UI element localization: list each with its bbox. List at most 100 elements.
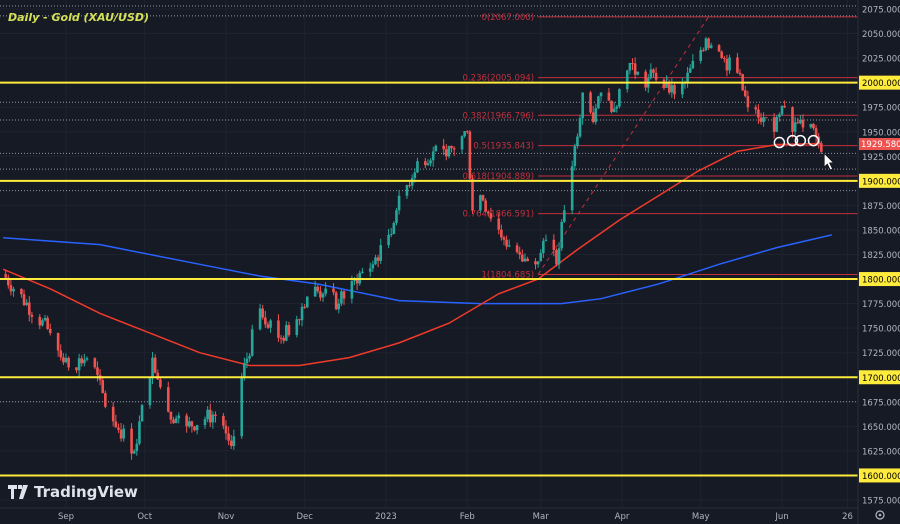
candle-body bbox=[783, 105, 786, 108]
candle-body bbox=[688, 68, 692, 73]
candle-body bbox=[759, 117, 763, 122]
time-tick-label: Jun bbox=[774, 512, 788, 522]
candle-body bbox=[85, 358, 89, 360]
candle-body bbox=[631, 63, 634, 65]
price-level-badge bbox=[859, 75, 900, 90]
candle-body bbox=[707, 38, 710, 48]
candle-body bbox=[539, 253, 543, 262]
settings-gear-icon[interactable] bbox=[875, 510, 885, 520]
candle-body bbox=[166, 387, 170, 412]
candle-body bbox=[699, 50, 702, 61]
candle-body bbox=[300, 306, 304, 321]
candle-body bbox=[812, 123, 815, 129]
candle-body bbox=[232, 436, 236, 446]
chart-title: Daily - Gold (XAU/USD) bbox=[8, 11, 150, 24]
candle-body bbox=[140, 405, 144, 422]
candle-body bbox=[471, 178, 474, 211]
price-level-badge bbox=[859, 272, 900, 287]
candle-body bbox=[313, 286, 317, 297]
candle-body bbox=[791, 107, 794, 132]
candle-body bbox=[43, 317, 47, 321]
candle-body bbox=[361, 271, 364, 273]
price-tick-label: 1800.000 bbox=[862, 276, 900, 286]
candle-body bbox=[324, 288, 327, 294]
candle-body bbox=[702, 50, 705, 52]
time-tick-label: Mar bbox=[533, 512, 550, 522]
candle-body bbox=[342, 291, 346, 299]
price-tick-label: 2075.000 bbox=[862, 6, 900, 16]
fib-level-label: 0(2067.000) bbox=[481, 13, 534, 23]
candle-body bbox=[814, 128, 818, 137]
candle-body bbox=[243, 362, 246, 378]
candle-body bbox=[484, 200, 487, 212]
price-tick-label: 1925.000 bbox=[862, 153, 900, 163]
candle-body bbox=[468, 131, 472, 179]
candle-body bbox=[507, 245, 511, 247]
candle-body bbox=[709, 45, 713, 48]
candle-body bbox=[607, 92, 611, 101]
price-level-badge bbox=[859, 370, 900, 385]
mouse-cursor-icon bbox=[824, 153, 834, 171]
candle-body bbox=[138, 421, 141, 444]
price-tick-label: 2025.000 bbox=[862, 55, 900, 65]
candle-body bbox=[447, 145, 451, 157]
candle-body bbox=[285, 325, 288, 341]
candle-body bbox=[636, 71, 640, 75]
candle-body bbox=[132, 450, 136, 454]
candle-body bbox=[240, 377, 244, 437]
candle-body bbox=[355, 279, 359, 284]
candle-body bbox=[465, 131, 469, 133]
candle-body bbox=[667, 81, 671, 93]
price-tick-label: 2050.000 bbox=[862, 30, 900, 40]
candle-body bbox=[542, 240, 545, 254]
candle-body bbox=[612, 108, 616, 113]
fib-level-label: 0.618(1904.889) bbox=[463, 172, 535, 182]
touch-circle-marker bbox=[794, 134, 807, 147]
candle-body bbox=[177, 415, 181, 419]
candle-body bbox=[615, 106, 619, 109]
candle-body bbox=[463, 131, 466, 137]
candle-body bbox=[101, 380, 105, 394]
candle-body bbox=[83, 359, 86, 364]
candle-body bbox=[12, 288, 15, 292]
candle-body bbox=[111, 406, 115, 422]
last-price-badge bbox=[859, 138, 900, 151]
candle-body bbox=[429, 160, 432, 164]
candle-body bbox=[248, 355, 251, 359]
candle-body bbox=[599, 92, 603, 97]
candle-body bbox=[578, 118, 582, 137]
candle-body bbox=[738, 72, 742, 75]
candle-body bbox=[515, 245, 519, 253]
candle-body bbox=[450, 145, 453, 149]
candle-body bbox=[334, 292, 338, 310]
candle-body bbox=[523, 258, 527, 262]
candle-body bbox=[41, 320, 44, 326]
candle-body bbox=[316, 286, 320, 292]
candle-body bbox=[775, 117, 779, 132]
candle-body bbox=[481, 195, 485, 201]
candle-body bbox=[536, 261, 540, 265]
candle-body bbox=[610, 100, 613, 113]
candle-body bbox=[27, 302, 31, 315]
candle-body bbox=[746, 96, 750, 108]
candle-body bbox=[371, 264, 375, 269]
ma-100-line bbox=[2, 142, 822, 367]
candle-body bbox=[681, 83, 684, 95]
candle-body bbox=[654, 72, 658, 80]
candle-body bbox=[368, 268, 372, 272]
time-tick-label: 2023 bbox=[375, 512, 397, 522]
candle-body bbox=[723, 58, 726, 60]
candle-body bbox=[486, 211, 490, 214]
fib-level-label: 0.236(2005.094) bbox=[463, 74, 535, 84]
candle-body bbox=[594, 108, 598, 122]
candle-body bbox=[581, 92, 584, 119]
candle-body bbox=[190, 421, 194, 427]
candle-body bbox=[799, 119, 802, 124]
candle-body bbox=[298, 319, 301, 321]
candle-body bbox=[9, 285, 13, 292]
candle-body bbox=[148, 378, 152, 406]
fib-level-label: 0.5(1935.843) bbox=[473, 142, 534, 152]
candle-body bbox=[258, 308, 262, 330]
candle-body bbox=[261, 308, 265, 318]
